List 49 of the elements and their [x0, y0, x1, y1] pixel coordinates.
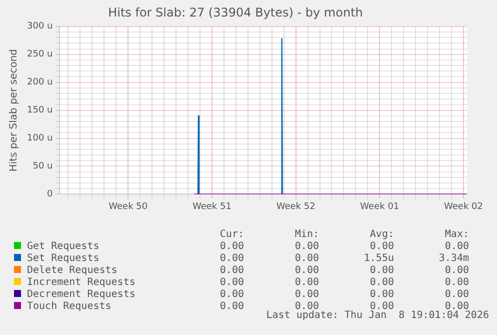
- text: 0.00: [218, 265, 244, 277]
- text: 0.00: [294, 265, 319, 277]
- y-tick-label: 100 u: [26, 134, 53, 144]
- text: 0.00: [444, 277, 469, 289]
- text: Last update: Thu Jan 8 19:01:04 2026: [266, 310, 489, 321]
- text: 0.00: [294, 289, 319, 301]
- text: 0.00: [294, 301, 319, 312]
- chart-title: Hits for Slab: 27 (33904 Bytes) - by month: [108, 5, 363, 20]
- y-tick-label: 300 u: [26, 22, 53, 32]
- legend-label: Get Requests: [26, 241, 100, 253]
- y-tick-label: 250 u: [26, 50, 53, 60]
- text: Cur:: [218, 229, 244, 241]
- text: 0.00: [218, 277, 244, 289]
- text: 0.00: [370, 301, 394, 312]
- y-tick-label: 200 u: [26, 78, 53, 88]
- text: 1.55u: [362, 253, 394, 265]
- text: 0.00: [368, 289, 394, 301]
- x-tick-label: Week 02: [444, 202, 483, 212]
- text: 3.34m: [438, 253, 469, 265]
- text: 0.00: [368, 265, 394, 277]
- text: 0.00: [218, 289, 244, 301]
- text: 0.00: [444, 265, 469, 277]
- legend-label: Set Requests: [26, 253, 100, 265]
- y-axis-title: Hits per Slab per second: [8, 48, 20, 172]
- x-tick-label: Week 01: [360, 202, 400, 212]
- text: 0.00: [368, 277, 394, 289]
- y-tick-label: 0: [47, 190, 54, 200]
- text: Min:: [294, 229, 319, 241]
- text: 0.00: [444, 241, 469, 253]
- y-tick-label: 50 u: [32, 162, 53, 172]
- text: 0.00: [294, 277, 319, 289]
- x-tick-label: Week 52: [276, 202, 316, 212]
- text: 0.00: [294, 241, 319, 253]
- text: 0.00: [444, 289, 469, 301]
- legend-label: Increment Requests: [26, 277, 136, 289]
- legend-label: Decrement Requests: [26, 289, 136, 301]
- text: 0.00: [368, 241, 394, 253]
- text: Avg:: [368, 229, 394, 241]
- text: 0.00: [218, 241, 244, 253]
- x-tick-label: Week 51: [192, 202, 232, 212]
- legend-label: Delete Requests: [26, 265, 118, 277]
- y-tick-label: 150 u: [26, 106, 53, 116]
- text: 0.00: [444, 301, 469, 312]
- text: 0.00: [218, 301, 244, 313]
- legend-label: Touch Requests: [26, 301, 112, 313]
- x-tick-label: Week 50: [108, 202, 148, 212]
- text: 0.00: [294, 253, 319, 265]
- text: 0.00: [218, 253, 244, 265]
- text: Max:: [444, 229, 469, 241]
